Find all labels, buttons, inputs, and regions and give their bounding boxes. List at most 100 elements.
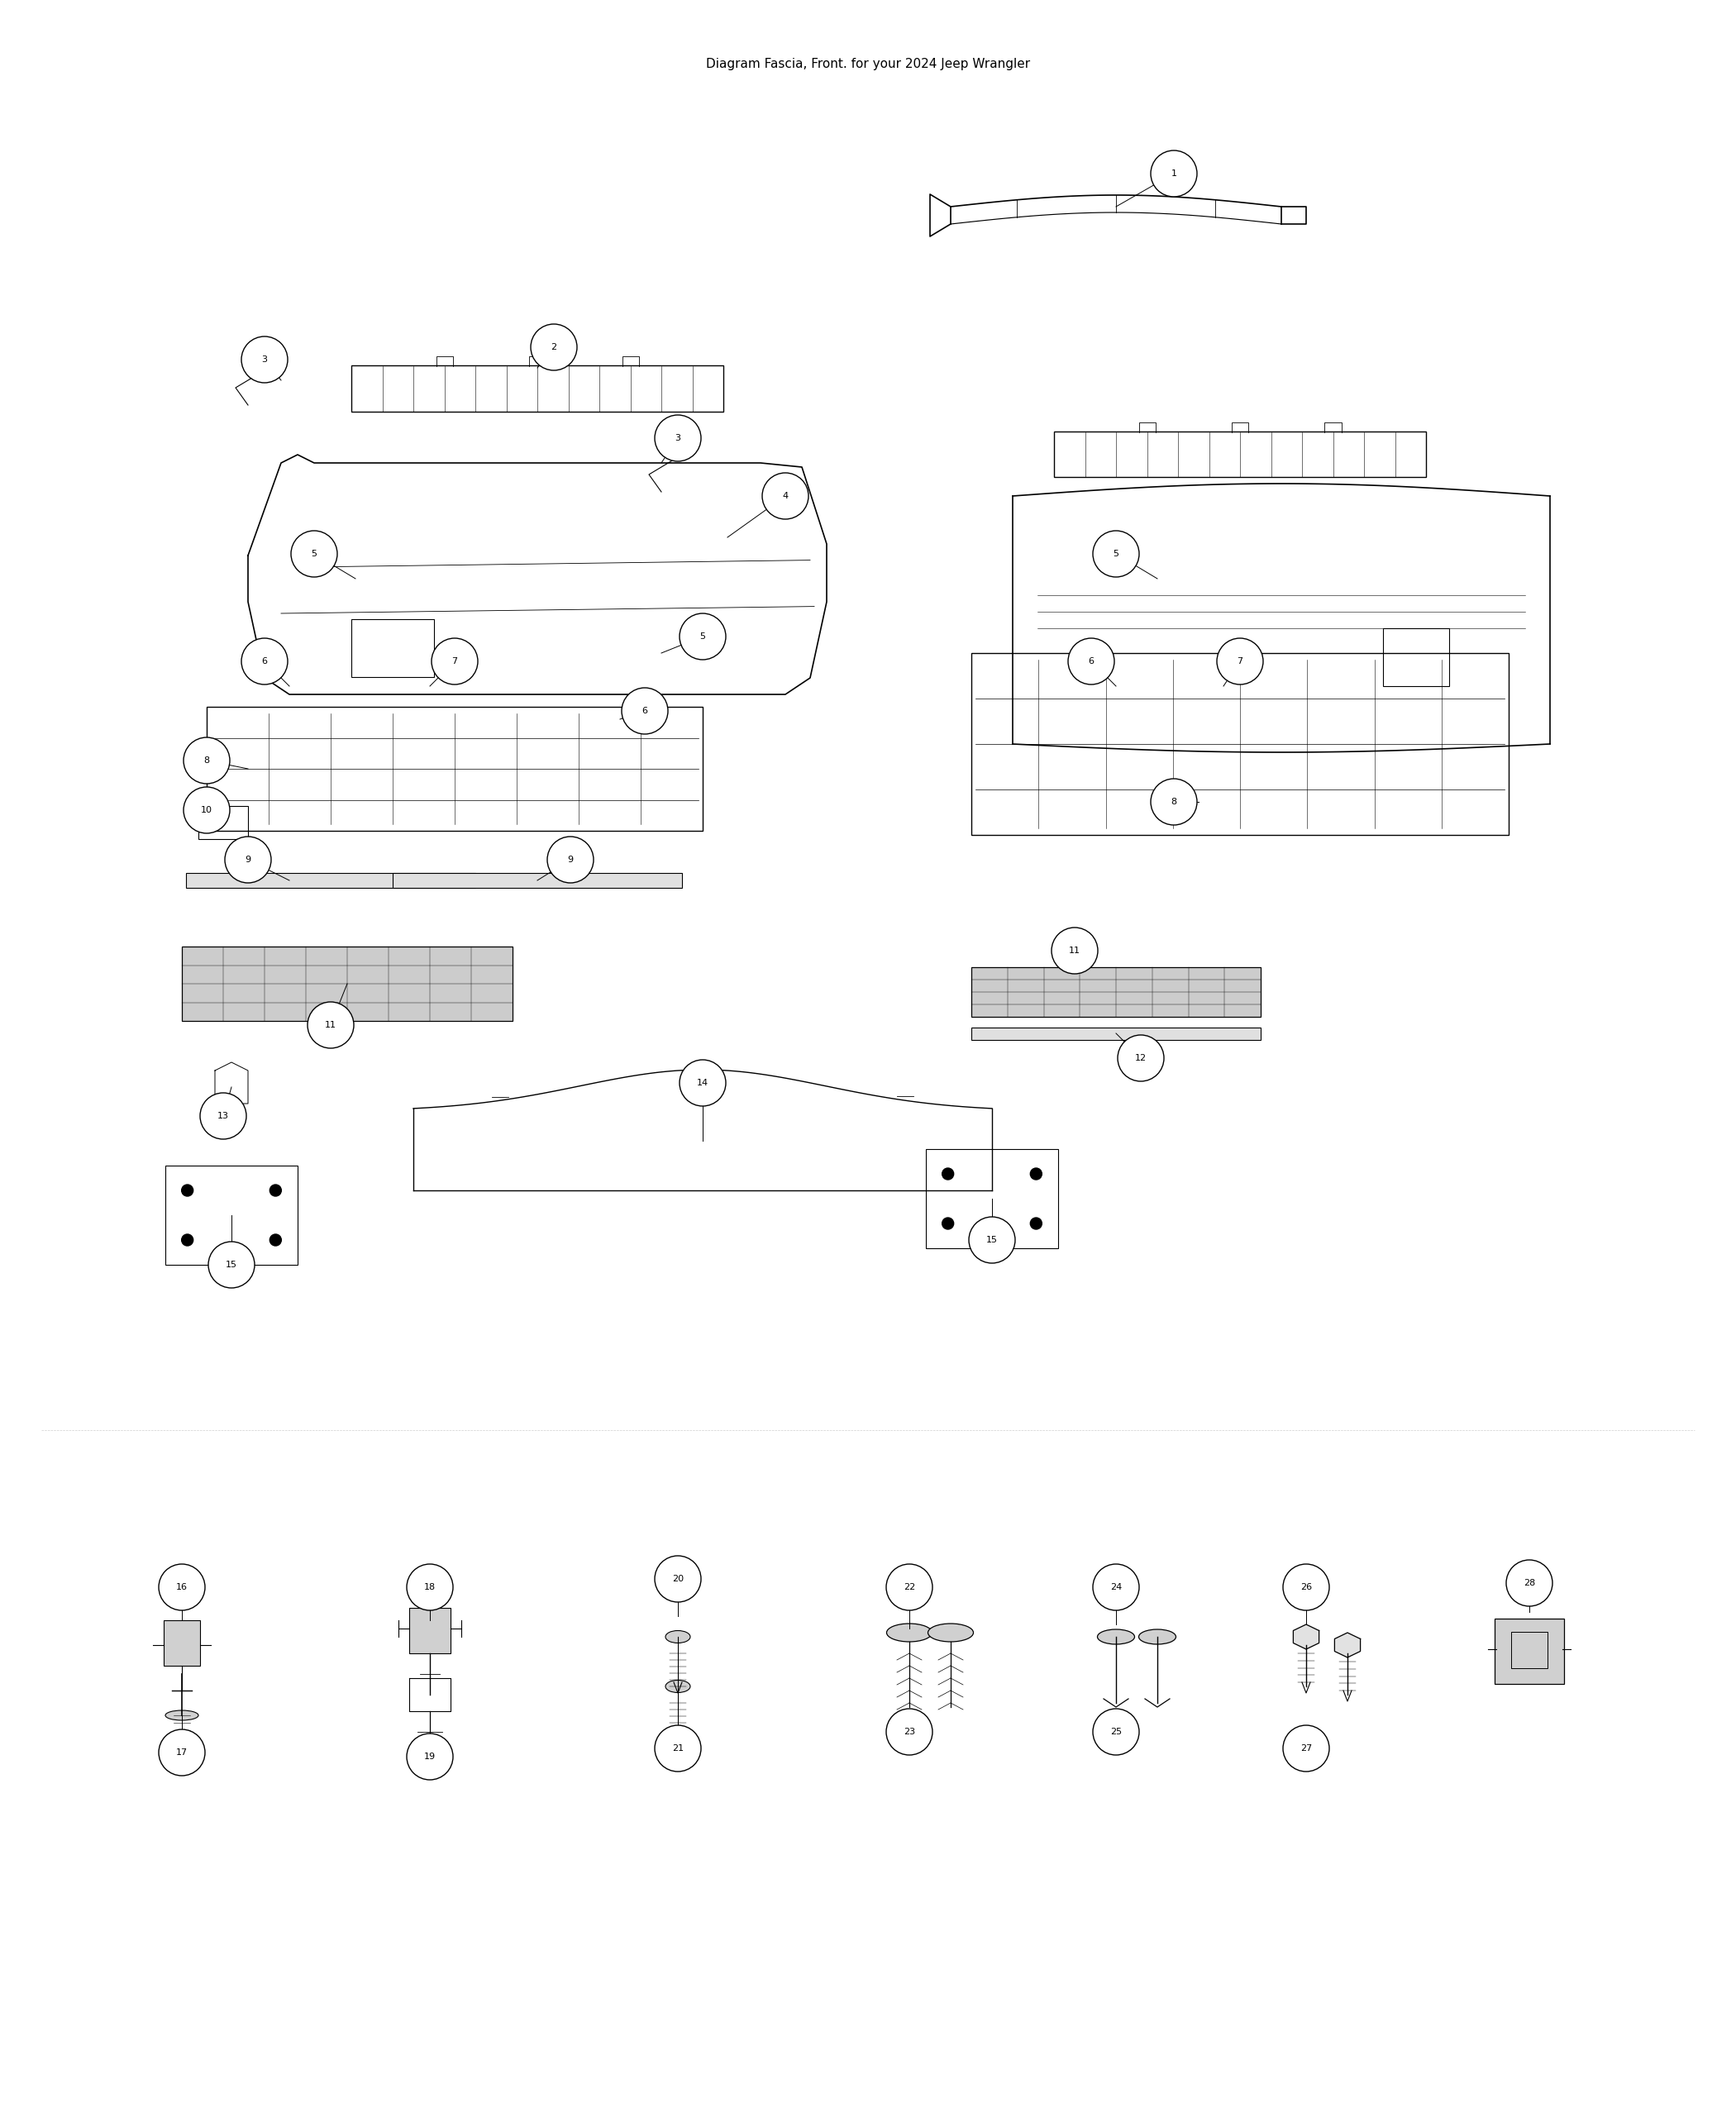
Circle shape — [1507, 1560, 1552, 1606]
Text: 11: 11 — [1069, 946, 1080, 955]
Text: 26: 26 — [1300, 1583, 1312, 1592]
Bar — [186, 873, 476, 887]
Text: 7: 7 — [1238, 658, 1243, 666]
Text: 3: 3 — [675, 434, 681, 443]
Circle shape — [158, 1564, 205, 1611]
Circle shape — [307, 1001, 354, 1048]
Bar — [163, 1621, 200, 1665]
Ellipse shape — [1097, 1629, 1135, 1644]
Text: 2: 2 — [550, 344, 557, 352]
Text: 5: 5 — [311, 550, 318, 559]
Circle shape — [885, 1710, 932, 1756]
Text: 9: 9 — [568, 856, 573, 864]
Circle shape — [943, 1168, 953, 1180]
Circle shape — [184, 738, 229, 784]
Text: 8: 8 — [203, 757, 210, 765]
Circle shape — [679, 1060, 726, 1107]
Bar — [207, 706, 703, 831]
Circle shape — [1283, 1724, 1330, 1771]
Text: 1: 1 — [1172, 169, 1177, 177]
Text: 11: 11 — [325, 1020, 337, 1029]
Polygon shape — [1293, 1625, 1319, 1648]
Circle shape — [184, 786, 229, 833]
Circle shape — [943, 1218, 953, 1229]
Bar — [1382, 628, 1450, 685]
Circle shape — [1151, 778, 1198, 824]
Circle shape — [1029, 1168, 1042, 1180]
Text: Diagram Fascia, Front. for your 2024 Jeep Wrangler: Diagram Fascia, Front. for your 2024 Jee… — [707, 57, 1029, 70]
Circle shape — [1068, 639, 1115, 685]
Circle shape — [531, 325, 576, 371]
Circle shape — [406, 1564, 453, 1611]
Text: 19: 19 — [424, 1752, 436, 1760]
Circle shape — [200, 1092, 247, 1138]
FancyBboxPatch shape — [1495, 1619, 1564, 1684]
Circle shape — [654, 1724, 701, 1771]
Bar — [198, 805, 248, 839]
Text: 8: 8 — [1170, 797, 1177, 805]
Circle shape — [269, 1233, 281, 1246]
Bar — [351, 367, 724, 411]
Circle shape — [1283, 1564, 1330, 1611]
Text: 15: 15 — [226, 1261, 238, 1269]
Text: 13: 13 — [217, 1111, 229, 1119]
Circle shape — [158, 1729, 205, 1775]
Circle shape — [885, 1564, 932, 1611]
Text: 18: 18 — [424, 1583, 436, 1592]
Ellipse shape — [929, 1623, 974, 1642]
Bar — [182, 946, 512, 1020]
Circle shape — [241, 337, 288, 384]
Bar — [972, 653, 1509, 835]
Bar — [1054, 432, 1425, 476]
Bar — [410, 1608, 451, 1653]
Ellipse shape — [1139, 1629, 1175, 1644]
Circle shape — [654, 415, 701, 462]
Text: 17: 17 — [175, 1748, 187, 1756]
Text: 22: 22 — [903, 1583, 915, 1592]
Circle shape — [1029, 1218, 1042, 1229]
Circle shape — [292, 531, 337, 578]
Circle shape — [679, 613, 726, 660]
Text: 9: 9 — [245, 856, 252, 864]
Circle shape — [654, 1556, 701, 1602]
Text: 3: 3 — [262, 356, 267, 365]
Text: 28: 28 — [1524, 1579, 1535, 1587]
Circle shape — [1094, 1710, 1139, 1756]
Text: 5: 5 — [1113, 550, 1120, 559]
Text: 10: 10 — [201, 805, 212, 814]
Circle shape — [1052, 928, 1097, 974]
Circle shape — [1118, 1035, 1163, 1081]
Ellipse shape — [665, 1632, 691, 1642]
Bar — [1510, 1632, 1547, 1667]
Circle shape — [621, 687, 668, 734]
Circle shape — [182, 1185, 193, 1195]
Ellipse shape — [887, 1623, 932, 1642]
Text: 6: 6 — [642, 706, 648, 715]
Text: 20: 20 — [672, 1575, 684, 1583]
Text: 4: 4 — [783, 491, 788, 500]
Text: 5: 5 — [700, 632, 705, 641]
Text: 12: 12 — [1135, 1054, 1147, 1062]
Bar — [351, 620, 434, 677]
Bar — [972, 968, 1260, 1016]
Text: 27: 27 — [1300, 1743, 1312, 1752]
Text: 6: 6 — [1088, 658, 1094, 666]
Circle shape — [1094, 531, 1139, 578]
Circle shape — [208, 1242, 255, 1288]
Circle shape — [269, 1185, 281, 1195]
Circle shape — [226, 837, 271, 883]
Circle shape — [241, 639, 288, 685]
Text: 25: 25 — [1109, 1729, 1121, 1737]
Text: 6: 6 — [262, 658, 267, 666]
Circle shape — [432, 639, 477, 685]
Bar — [925, 1149, 1059, 1248]
Text: 15: 15 — [986, 1235, 998, 1244]
Circle shape — [406, 1733, 453, 1779]
Circle shape — [1094, 1564, 1139, 1611]
Bar — [165, 1166, 297, 1265]
Text: 7: 7 — [451, 658, 458, 666]
Bar — [972, 1027, 1260, 1039]
Circle shape — [547, 837, 594, 883]
Circle shape — [1151, 150, 1198, 196]
Circle shape — [182, 1233, 193, 1246]
